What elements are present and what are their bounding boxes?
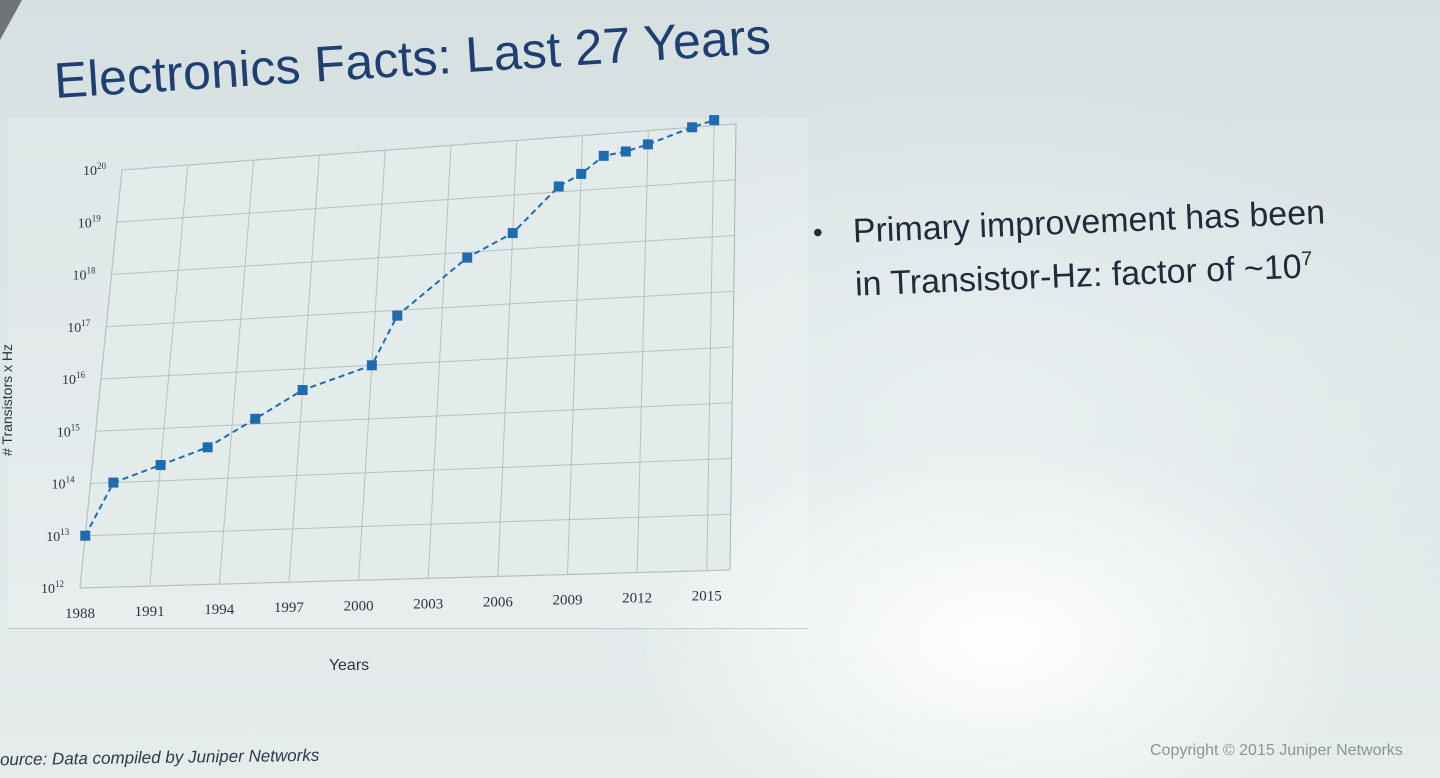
x-tick-label: 1994 bbox=[204, 602, 235, 618]
plot-area bbox=[79, 123, 737, 589]
x-tick-label: 2003 bbox=[413, 596, 443, 612]
x-tick-label: 2006 bbox=[483, 594, 514, 610]
data-point bbox=[642, 139, 653, 150]
x-tick-label: 2015 bbox=[692, 589, 722, 605]
bullet-text-main: Primary improvement has been in Transist… bbox=[852, 193, 1326, 304]
y-tick-label: 1019 bbox=[78, 213, 102, 231]
x-axis-title: Years bbox=[329, 657, 369, 674]
data-point bbox=[598, 150, 609, 161]
gridline-x bbox=[497, 140, 518, 577]
data-point bbox=[687, 122, 698, 133]
gridline-y bbox=[116, 179, 736, 223]
data-point bbox=[80, 530, 91, 541]
gridline-x bbox=[567, 135, 583, 575]
gridline-x bbox=[636, 130, 649, 573]
gridline-y bbox=[79, 569, 731, 589]
y-tick-label: 1013 bbox=[46, 527, 70, 545]
data-point bbox=[620, 146, 631, 157]
gridline-y bbox=[111, 235, 735, 275]
gridline-y bbox=[100, 346, 734, 380]
data-point bbox=[576, 168, 587, 179]
y-tick-label: 1012 bbox=[41, 579, 64, 597]
x-tick-label: 1988 bbox=[65, 606, 95, 622]
data-point bbox=[462, 252, 473, 263]
bullet-text: Primary improvement has been in Transist… bbox=[852, 189, 1336, 308]
gridline-x bbox=[149, 165, 189, 587]
x-tick-label: 2009 bbox=[553, 593, 583, 609]
y-tick-label: 1015 bbox=[57, 422, 81, 440]
gridline-x bbox=[427, 145, 452, 579]
x-tick-label: 1991 bbox=[135, 604, 165, 620]
y-axis-title: # Transistors x Hz bbox=[0, 344, 15, 456]
gridline-y bbox=[106, 290, 734, 328]
gridline-x bbox=[79, 169, 123, 589]
copyright-note: Copyright © 2015 Juniper Networks bbox=[1150, 742, 1403, 759]
gridline-y bbox=[85, 513, 731, 537]
bullet-marker: • bbox=[812, 216, 824, 248]
gridline-x bbox=[288, 155, 320, 583]
data-point bbox=[366, 360, 377, 371]
y-tick-label: 1016 bbox=[62, 370, 86, 388]
gridline-y bbox=[90, 458, 732, 484]
y-tick-label: 1014 bbox=[52, 475, 76, 493]
bullet-point: • Primary improvement has been in Transi… bbox=[812, 189, 1336, 309]
data-point bbox=[553, 181, 564, 192]
x-tick-label: 1997 bbox=[274, 600, 305, 616]
gridline-y bbox=[121, 123, 737, 171]
y-tick-label: 1020 bbox=[83, 161, 107, 179]
data-point bbox=[202, 442, 213, 453]
gridline-x bbox=[706, 125, 715, 571]
data-point bbox=[392, 310, 403, 321]
data-point bbox=[250, 413, 261, 424]
data-point bbox=[709, 115, 720, 126]
gridline-y bbox=[95, 402, 733, 432]
data-point bbox=[155, 460, 166, 471]
data-point bbox=[108, 477, 119, 488]
y-tick-label: 1018 bbox=[73, 266, 97, 284]
data-point bbox=[507, 228, 518, 239]
x-tick-label: 2000 bbox=[344, 598, 374, 614]
gridline-x bbox=[218, 160, 255, 585]
data-point bbox=[297, 385, 308, 396]
y-tick-label: 1017 bbox=[67, 318, 91, 336]
x-tick-label: 2012 bbox=[622, 591, 652, 607]
bullet-text-exponent: 7 bbox=[1300, 247, 1313, 271]
